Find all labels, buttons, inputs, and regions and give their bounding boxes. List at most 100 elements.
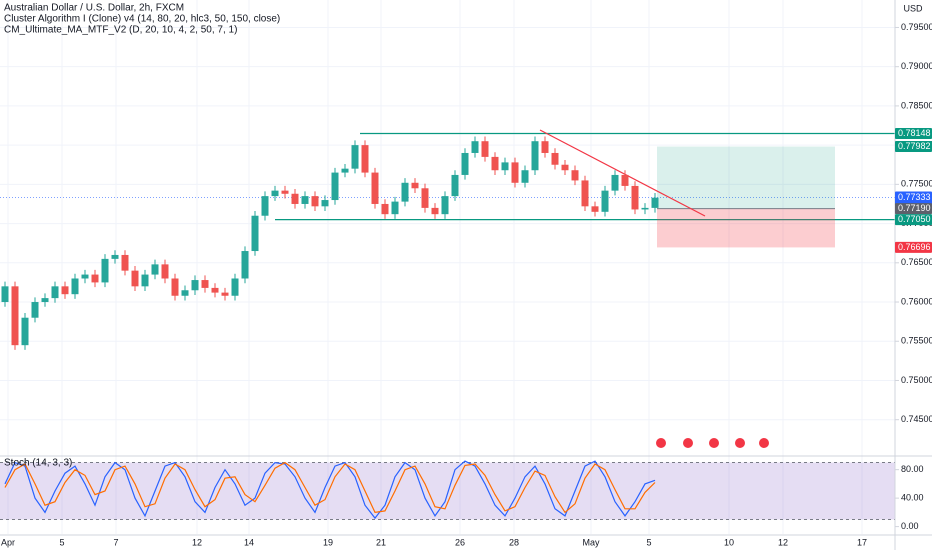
- candle-body: [611, 174, 619, 191]
- candle-body: [631, 185, 639, 210]
- x-tick-label: 17: [857, 537, 867, 547]
- y-tick-label: 0.76500: [901, 257, 932, 267]
- candle-body: [421, 188, 429, 208]
- x-tick-label: 26: [455, 537, 465, 547]
- x-tick-label: May: [582, 537, 600, 547]
- candle-body: [101, 258, 109, 283]
- oscillator-line: [4, 460, 656, 520]
- event-icon: [709, 438, 719, 448]
- price-tag: [895, 203, 932, 215]
- oscillator-line: [4, 461, 656, 514]
- profit-zone: [657, 146, 835, 209]
- candle-body: [471, 141, 479, 153]
- marks: [0, 129, 895, 350]
- candle-body: [321, 200, 329, 207]
- event-icons: [656, 438, 769, 448]
- x-tick-label: 7: [113, 537, 118, 547]
- price-tag: [895, 241, 932, 253]
- candle-body: [151, 264, 159, 275]
- candle-body: [311, 196, 319, 207]
- candle-body: [521, 170, 529, 183]
- candle-body: [91, 274, 99, 283]
- candle-body: [31, 302, 39, 318]
- price-tag: [895, 214, 932, 226]
- y-tick-label: 0.78500: [901, 100, 932, 110]
- candle-body: [401, 182, 409, 202]
- y-tick-label: 0.76000: [901, 296, 932, 306]
- candle-body: [301, 196, 309, 204]
- candle-body: [441, 196, 449, 215]
- x-tick-label: 28: [509, 537, 519, 547]
- oscillator-band: [0, 462, 895, 520]
- candle-body: [181, 290, 189, 296]
- candle-body: [591, 206, 599, 212]
- candle-body: [201, 280, 209, 288]
- candle-body: [351, 145, 359, 169]
- price-tag-label: 0.78148: [898, 128, 931, 138]
- candle-body: [161, 264, 169, 279]
- y-tick-label: 0.79500: [901, 22, 932, 32]
- price-tag-label: 0.77982: [898, 141, 931, 151]
- price-tag-label: 0.76696: [898, 242, 931, 252]
- candle-body: [21, 317, 29, 346]
- candle-body: [171, 278, 179, 296]
- x-tick-label: Apr: [1, 537, 15, 547]
- candle-body: [231, 278, 239, 296]
- candle-body: [621, 174, 629, 186]
- candle-body: [531, 141, 539, 171]
- candle-body: [581, 180, 589, 207]
- y-tick-label: 80.00: [901, 464, 924, 474]
- trendline: [539, 129, 706, 217]
- y-tick-label: 0.77500: [901, 179, 932, 189]
- y-tick-label: 0.79000: [901, 61, 932, 71]
- x-tick-label: 5: [59, 537, 64, 547]
- candle-body: [571, 170, 579, 181]
- x-tick-label: 5: [646, 537, 651, 547]
- candle-body: [291, 193, 299, 204]
- candle-body: [651, 197, 659, 208]
- event-icon: [683, 438, 693, 448]
- currency-label: USD: [903, 3, 923, 13]
- event-icon: [656, 438, 666, 448]
- candle-body: [121, 254, 129, 271]
- candle-body: [431, 207, 439, 215]
- candle-body: [491, 156, 499, 171]
- candle-body: [331, 172, 339, 201]
- candle-body: [111, 254, 119, 259]
- candle-body: [391, 201, 399, 215]
- loss-zone: [657, 208, 835, 248]
- candle-body: [411, 182, 419, 189]
- price-tag: [895, 141, 932, 153]
- indicator-label: Cluster Algorithm I (Clone) v4 (14, 80, …: [4, 14, 280, 25]
- axes: 0.74500 0.75000 0.75500 0.76000 0.76500 0.770…: [1, 22, 932, 547]
- candle-body: [641, 207, 649, 210]
- candle-body: [541, 141, 549, 153]
- candle-body: [481, 141, 489, 157]
- candle-body: [131, 270, 139, 287]
- candle-body: [81, 274, 89, 279]
- price-tag-label: 0.77050: [898, 214, 931, 224]
- candle-body: [551, 152, 559, 165]
- candle-body: [271, 190, 279, 197]
- candle-body: [561, 164, 569, 171]
- indicator-label: CM_Ultimate_MA_MTF_V2 (D, 20, 10, 4, 2, …: [4, 25, 237, 36]
- candle-body: [371, 172, 379, 204]
- y-tick-label: 0.74500: [901, 414, 932, 424]
- candle-body: [341, 168, 349, 173]
- candle-body: [221, 292, 229, 296]
- candle-body: [191, 280, 199, 291]
- candle-body: [1, 286, 9, 303]
- y-tick-label: 0.75500: [901, 336, 932, 346]
- candle-body: [451, 174, 459, 197]
- candle-body: [281, 190, 289, 194]
- event-icon: [735, 438, 745, 448]
- candle-body: [381, 203, 389, 215]
- candle-body: [41, 298, 49, 303]
- candle-body: [461, 152, 469, 175]
- candle-body: [601, 190, 609, 212]
- grid: [0, 0, 895, 534]
- candle-body: [71, 278, 79, 295]
- y-tick-label: 0.00: [901, 521, 919, 531]
- candle-body: [251, 215, 259, 252]
